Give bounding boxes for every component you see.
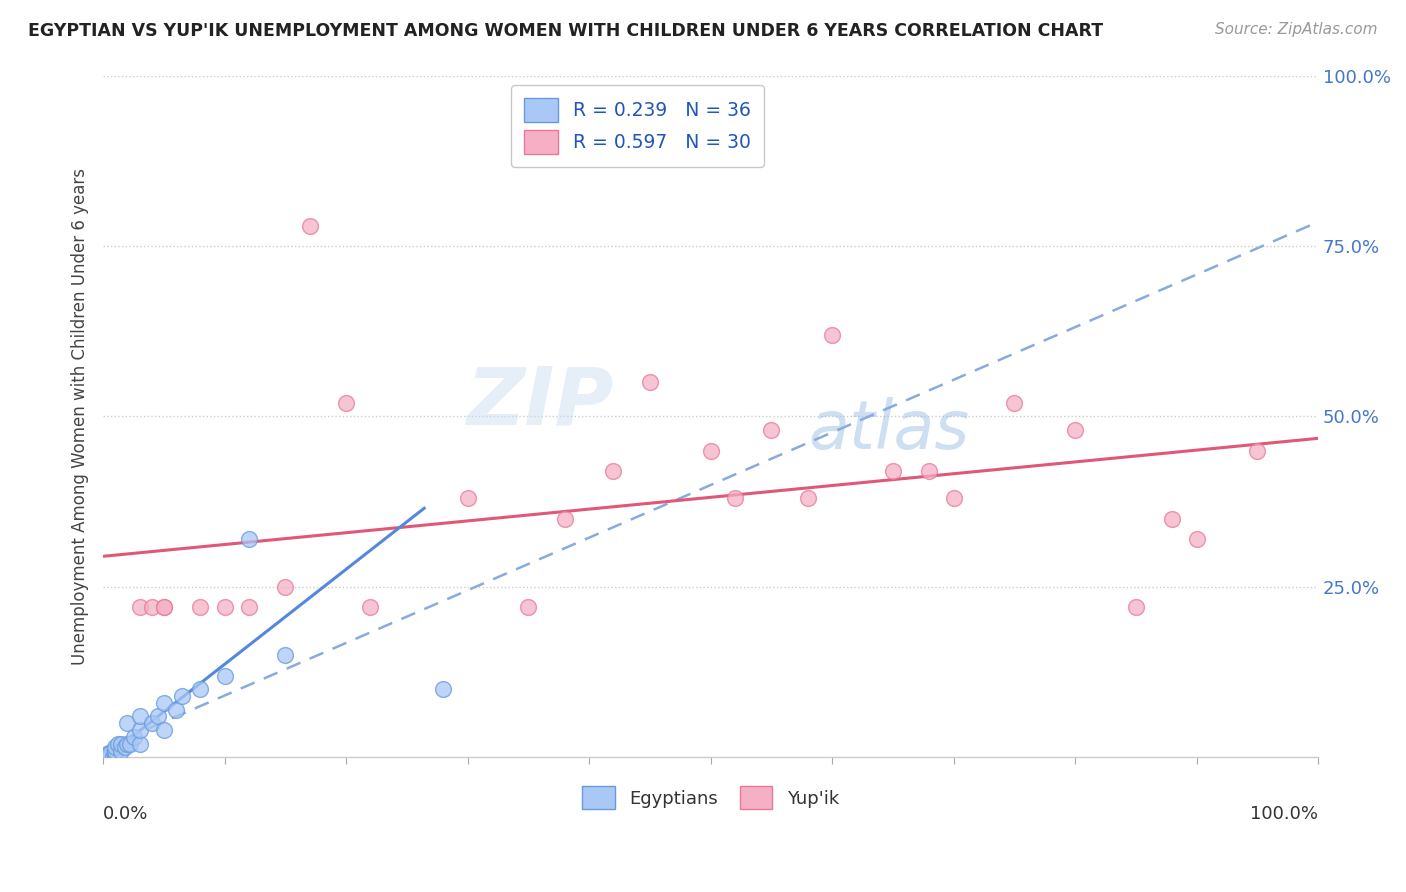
- Point: [141, 600, 163, 615]
- Point: [128, 600, 150, 615]
- Point: [141, 716, 163, 731]
- Text: Source: ZipAtlas.com: Source: ZipAtlas.com: [1215, 22, 1378, 37]
- Point: [761, 423, 783, 437]
- Point: [153, 600, 176, 615]
- Point: [359, 600, 381, 615]
- Point: [1246, 443, 1268, 458]
- Point: [918, 464, 941, 478]
- Point: [114, 740, 136, 755]
- Point: [432, 682, 454, 697]
- Text: 100.0%: 100.0%: [1250, 805, 1319, 823]
- Point: [517, 600, 540, 615]
- Point: [172, 689, 194, 703]
- Point: [1125, 600, 1147, 615]
- Point: [91, 750, 114, 764]
- Point: [942, 491, 965, 506]
- Point: [1161, 512, 1184, 526]
- Point: [104, 740, 127, 755]
- Text: atlas: atlas: [808, 397, 969, 463]
- Point: [638, 376, 661, 390]
- Point: [101, 750, 124, 764]
- Point: [118, 737, 141, 751]
- Point: [104, 743, 127, 757]
- Point: [165, 703, 187, 717]
- Point: [238, 600, 260, 615]
- Point: [91, 750, 114, 764]
- Point: [153, 696, 176, 710]
- Point: [91, 750, 114, 764]
- Point: [104, 747, 127, 761]
- Point: [91, 750, 114, 764]
- Text: 0.0%: 0.0%: [103, 805, 149, 823]
- Point: [214, 600, 236, 615]
- Point: [457, 491, 479, 506]
- Point: [1002, 396, 1025, 410]
- Point: [882, 464, 904, 478]
- Text: EGYPTIAN VS YUP'IK UNEMPLOYMENT AMONG WOMEN WITH CHILDREN UNDER 6 YEARS CORRELAT: EGYPTIAN VS YUP'IK UNEMPLOYMENT AMONG WO…: [28, 22, 1104, 40]
- Point: [91, 750, 114, 764]
- Y-axis label: Unemployment Among Women with Children Under 6 years: Unemployment Among Women with Children U…: [72, 168, 89, 665]
- Point: [117, 737, 139, 751]
- Point: [238, 532, 260, 546]
- Point: [96, 750, 118, 764]
- Point: [797, 491, 820, 506]
- Point: [724, 491, 747, 506]
- Point: [1185, 532, 1208, 546]
- Point: [188, 682, 211, 697]
- Point: [98, 747, 121, 761]
- Point: [122, 730, 145, 744]
- Point: [98, 750, 121, 764]
- Point: [153, 723, 176, 738]
- Point: [104, 750, 127, 764]
- Point: [107, 737, 129, 751]
- Point: [110, 737, 132, 751]
- Point: [110, 743, 132, 757]
- Point: [128, 737, 150, 751]
- Point: [128, 723, 150, 738]
- Point: [146, 709, 169, 723]
- Point: [91, 750, 114, 764]
- Point: [335, 396, 357, 410]
- Point: [214, 668, 236, 682]
- Point: [602, 464, 624, 478]
- Point: [274, 648, 297, 662]
- Point: [188, 600, 211, 615]
- Legend: Egyptians, Yup'ik: Egyptians, Yup'ik: [575, 779, 846, 816]
- Point: [554, 512, 576, 526]
- Point: [117, 716, 139, 731]
- Point: [821, 327, 844, 342]
- Point: [298, 219, 321, 233]
- Point: [1064, 423, 1087, 437]
- Point: [128, 709, 150, 723]
- Text: ZIP: ZIP: [465, 364, 613, 442]
- Point: [699, 443, 721, 458]
- Point: [274, 580, 297, 594]
- Point: [153, 600, 176, 615]
